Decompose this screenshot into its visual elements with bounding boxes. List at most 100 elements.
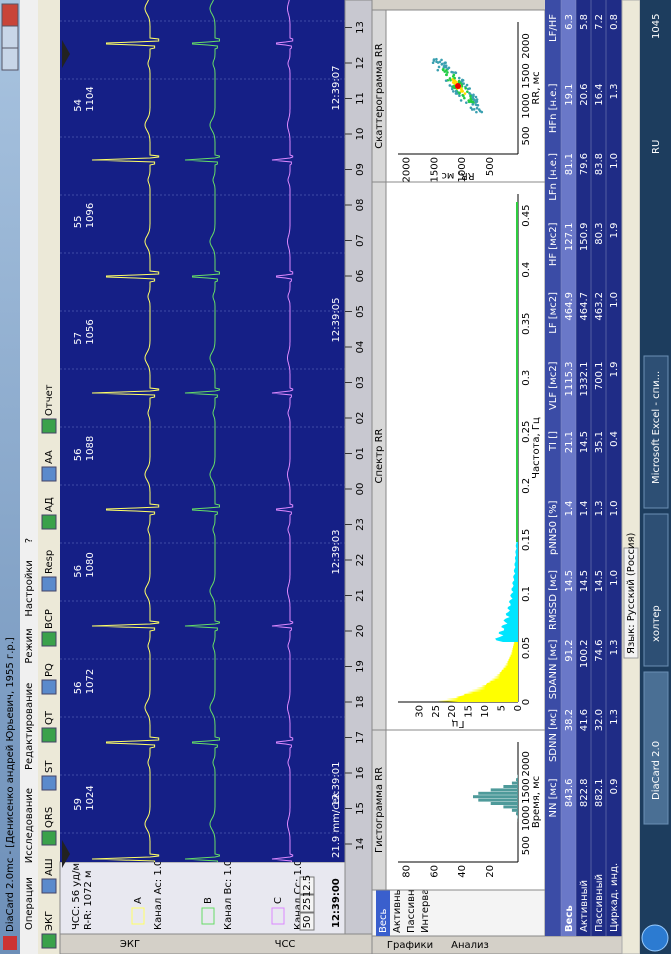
toolbar-button[interactable]: QRS (44, 807, 55, 828)
scatter-point (474, 100, 478, 104)
side-tab[interactable]: ЭКГ (120, 939, 140, 950)
toolbar-icon[interactable] (41, 830, 57, 846)
menu-item[interactable]: Редактирование (24, 683, 35, 770)
table-cell: 81.1 (564, 153, 575, 175)
table-cell: 80.3 (594, 223, 605, 245)
y-tick-label: 5 (497, 705, 508, 711)
table-header (545, 0, 561, 936)
table-cell: 38.2 (564, 709, 575, 731)
y-tick-label: 1500 (429, 157, 440, 182)
x-tick-label: 0.25 (521, 421, 532, 443)
taskbar-item[interactable] (643, 671, 669, 825)
table-cell: 1.0 (609, 292, 620, 308)
toolbar-icon[interactable] (41, 679, 57, 695)
menu-item[interactable]: Исследование (24, 788, 35, 863)
speed-button[interactable] (299, 912, 315, 931)
timeline-label: 22 (355, 554, 366, 567)
toolbar-icon[interactable] (41, 514, 57, 530)
taskbar-item[interactable] (643, 513, 669, 667)
scatter-point (472, 93, 475, 97)
maximize-button[interactable] (1, 25, 19, 49)
toolbar-icon[interactable] (41, 631, 57, 647)
toolbar-icon[interactable] (41, 933, 57, 949)
period-tab[interactable]: Интервал (420, 882, 431, 933)
toolbar-button[interactable]: Отчет (44, 384, 55, 416)
start-button[interactable] (641, 924, 669, 952)
timeline-label: 20 (355, 625, 366, 638)
taskbar-label[interactable]: Microsoft Excel - спи... (651, 371, 662, 484)
window-title: DiaCard 2.0mc - [Денисенко андрей Юрьеви… (5, 637, 16, 932)
toolbar-icon[interactable] (41, 576, 57, 592)
table-cell: 843.6 (564, 779, 575, 808)
beat-rr: 1096 (85, 203, 96, 228)
toolbar-button[interactable]: ЭКГ (44, 911, 55, 931)
toolbar-icon[interactable] (41, 727, 57, 743)
toolbar-button[interactable]: QT (44, 710, 55, 725)
toolbar-button[interactable]: ST (44, 760, 55, 773)
toolbar-icon[interactable] (41, 878, 57, 894)
scatter-point (463, 92, 467, 95)
speed-label[interactable]: 12.5 (302, 875, 313, 897)
table-header-cell: HF [мс2] (548, 222, 559, 266)
status-bar (621, 0, 641, 954)
toolbar-icon[interactable] (41, 418, 57, 434)
histogram-bar (473, 795, 518, 799)
x-tick-label: 0.1 (521, 586, 532, 602)
menu-bar (20, 0, 38, 954)
nav-arrow[interactable] (62, 40, 70, 68)
scatter-point (450, 87, 454, 91)
speed-label[interactable]: 50 (302, 916, 313, 929)
table-cell: 464.9 (564, 292, 575, 321)
table-cell: 16.4 (594, 84, 605, 106)
table-cell: 1.3 (609, 709, 620, 725)
scatter-point (445, 73, 448, 77)
view-tab[interactable]: Графики (387, 940, 433, 951)
speed-button[interactable] (299, 894, 315, 913)
menu-item[interactable]: Операции (24, 877, 35, 930)
scatter-point (463, 96, 466, 100)
table-cell: 1.0 (609, 501, 620, 517)
toolbar-icon[interactable] (41, 466, 57, 482)
toolbar-button[interactable]: Resp (44, 550, 55, 574)
y-axis-label: Гц (451, 718, 464, 729)
table-cell: 127.1 (564, 223, 575, 252)
speed-button[interactable] (299, 876, 315, 895)
scatter-point (444, 61, 447, 64)
taskbar-item[interactable] (643, 355, 669, 509)
minimize-button[interactable] (1, 47, 19, 71)
side-tab[interactable]: ЧСС (275, 939, 296, 950)
menu-item[interactable]: ? (24, 538, 35, 543)
toolbar-button[interactable]: ВСР (44, 609, 55, 629)
toolbar-button[interactable]: АШ (44, 858, 55, 876)
language: RU (651, 140, 662, 154)
speed-label[interactable]: 25 (302, 898, 313, 911)
toolbar-button[interactable]: PQ (44, 663, 55, 677)
beat-rr: 1024 (85, 785, 96, 810)
channel-gain: Канал Вс: 1.0 (223, 860, 234, 930)
view-tab[interactable]: Анализ (451, 940, 489, 951)
menu-item[interactable]: Настройки (24, 560, 35, 616)
taskbar-label[interactable]: холтер (651, 605, 662, 642)
close-button[interactable] (1, 3, 19, 27)
nav-arrow[interactable] (62, 840, 70, 868)
table-cell: 21.1 (564, 431, 575, 453)
toolbar-button[interactable]: АД (44, 497, 55, 512)
beat-hr: 57 (73, 332, 84, 345)
beat-hr: 56 (73, 682, 84, 695)
table-cell: 1.4 (579, 501, 590, 517)
period-tab[interactable]: Пассивный (406, 875, 417, 933)
period-tab[interactable]: Активный (392, 881, 403, 933)
scatter-point (444, 79, 448, 82)
table-cell: 79.6 (579, 153, 590, 175)
table-header-cell: VLF [мс2] (548, 361, 559, 410)
scatter-point (458, 94, 461, 97)
period-tab[interactable]: Весь (378, 908, 389, 933)
menu-item[interactable]: Режим (24, 628, 35, 663)
histogram-bar (511, 781, 518, 785)
taskbar-label[interactable]: DiaCard 2.0 (651, 741, 662, 800)
toolbar-button[interactable]: АА (44, 450, 55, 464)
toolbar-icon[interactable] (41, 775, 57, 791)
table-cell: 1.0 (609, 153, 620, 169)
